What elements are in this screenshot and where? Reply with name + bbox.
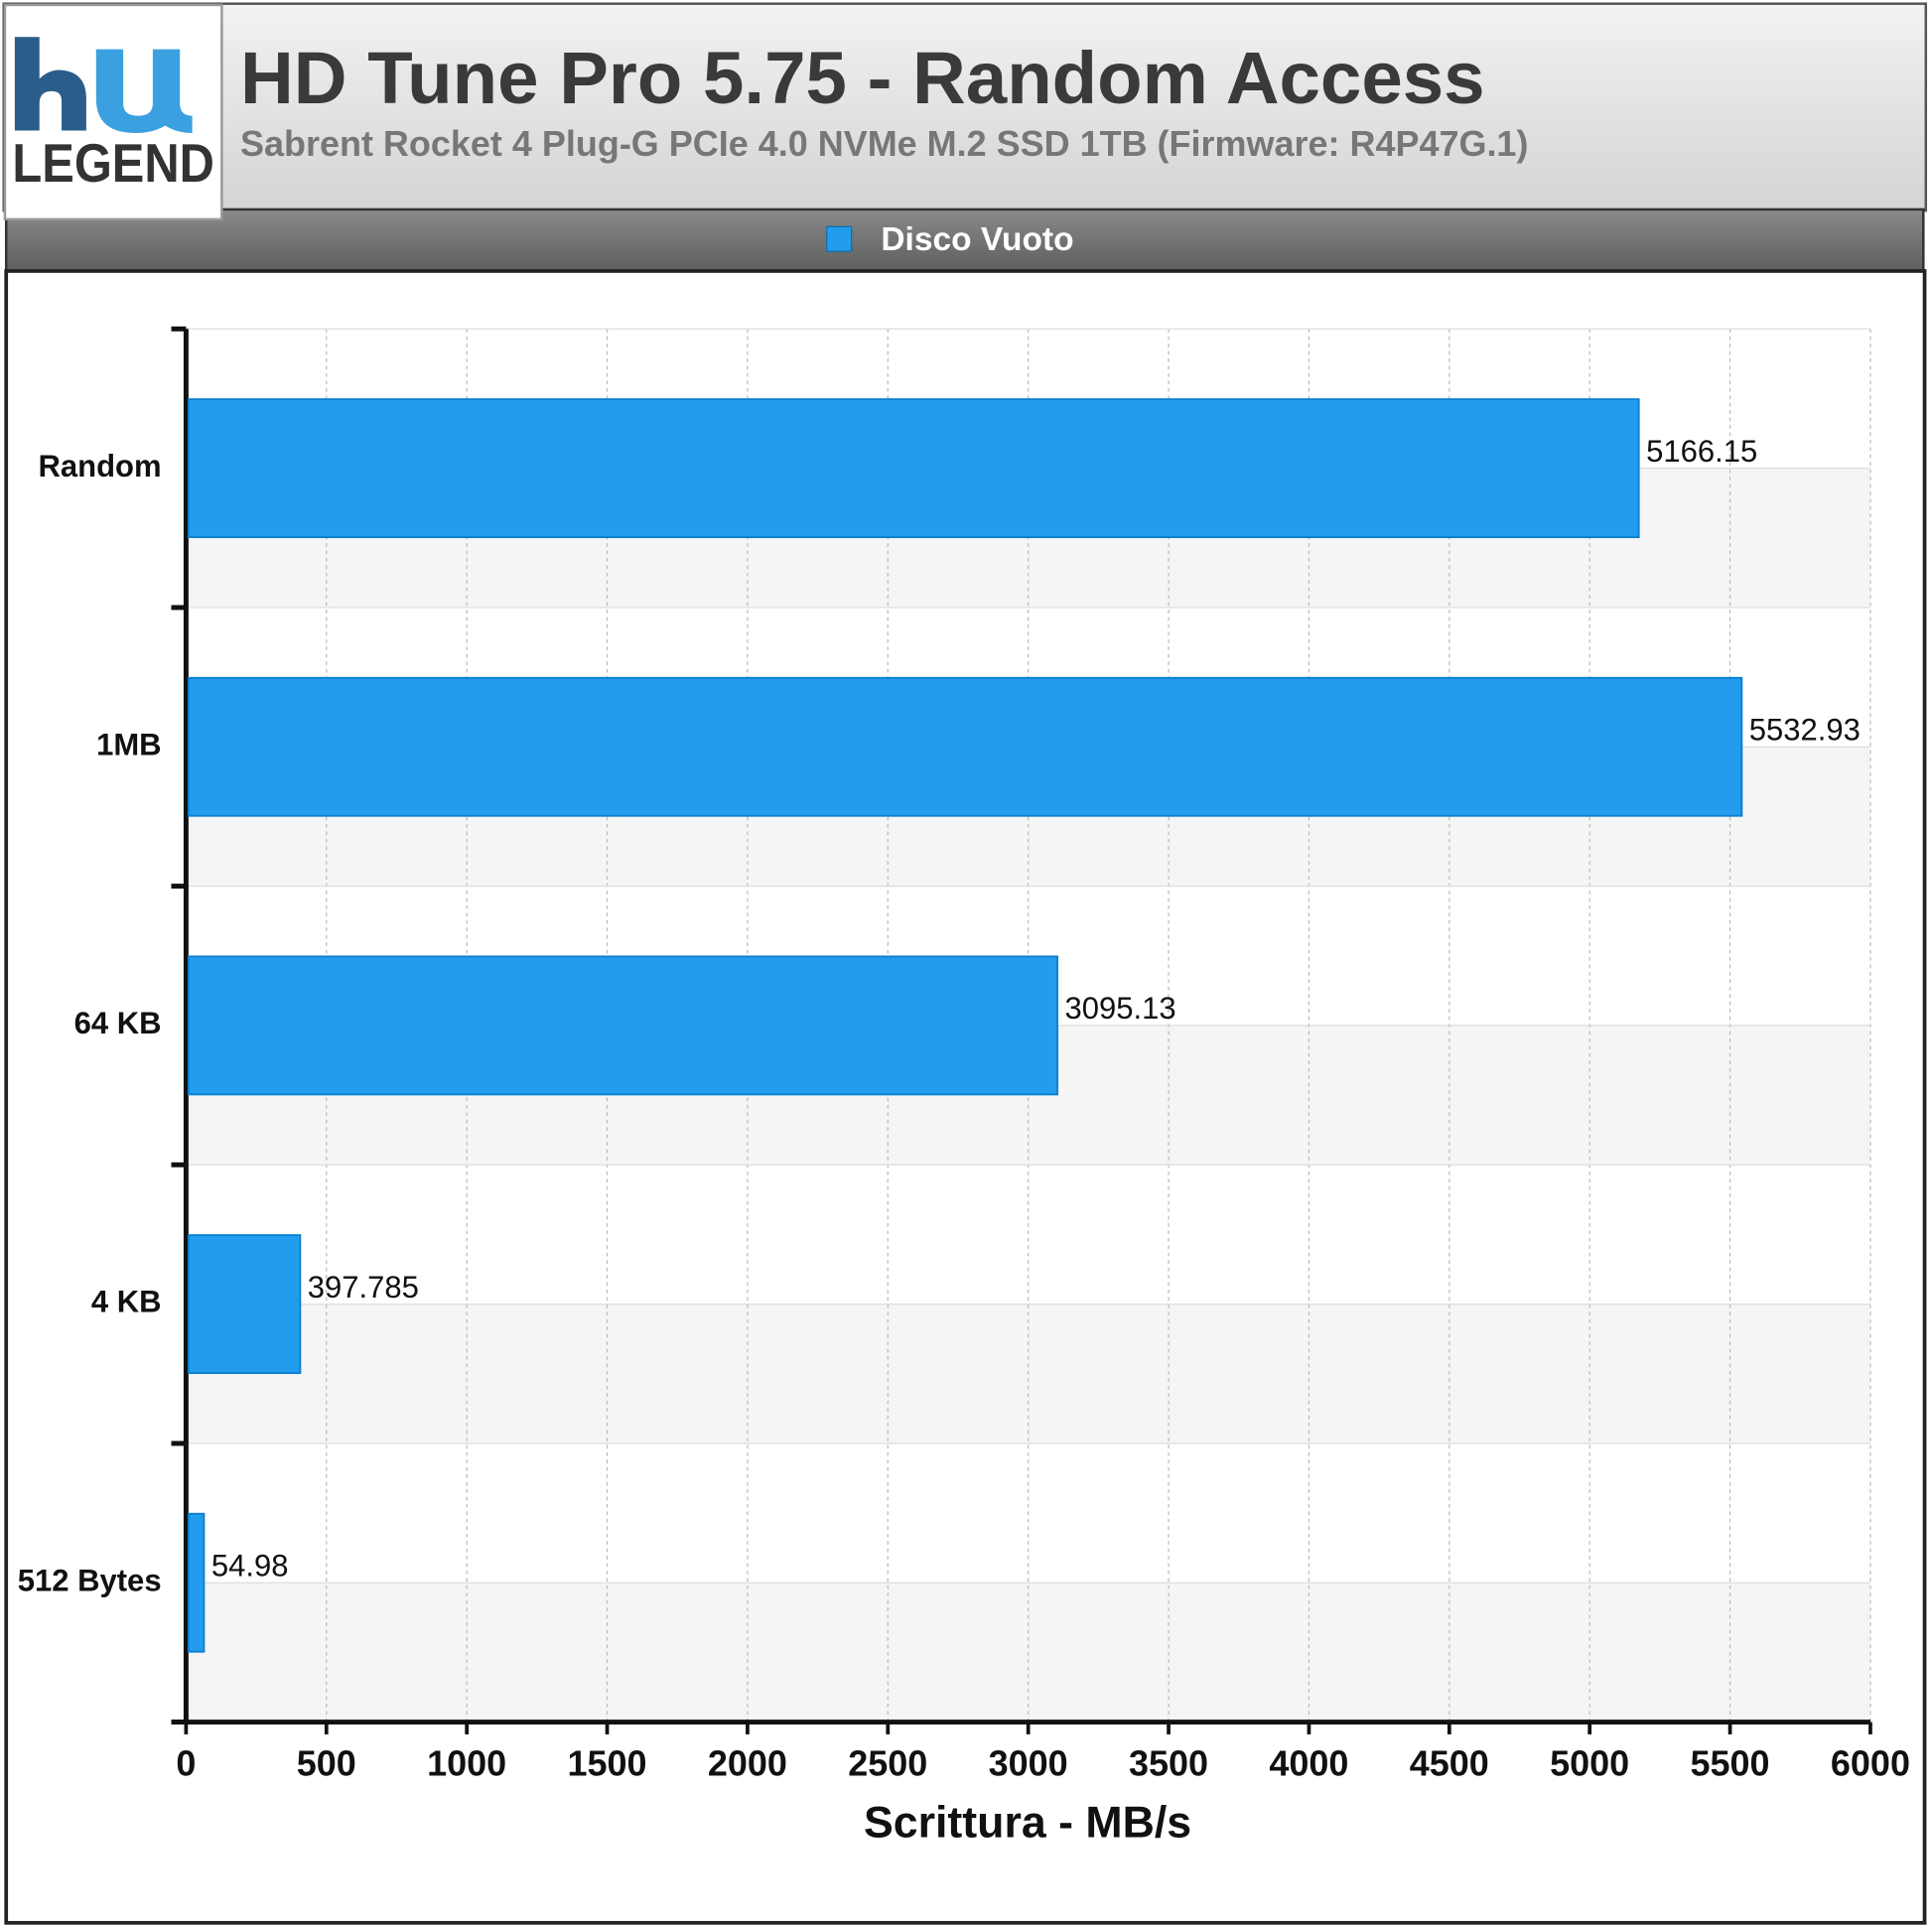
y-tick-label: 1MB — [96, 727, 161, 761]
y-tick-label: 512 Bytes — [18, 1563, 162, 1597]
bar — [187, 1234, 302, 1374]
y-tick-label: 4 KB — [91, 1285, 162, 1319]
x-tick-label: 2500 — [848, 1743, 927, 1784]
value-label: 3095.13 — [1065, 991, 1176, 1026]
x-tick-label: 5500 — [1691, 1743, 1770, 1784]
value-label: 397.785 — [308, 1270, 419, 1305]
y-tick-label: Random — [38, 449, 161, 483]
logo-w — [95, 49, 193, 133]
x-tick-label: 1000 — [427, 1743, 506, 1784]
x-tick-label: 2000 — [708, 1743, 787, 1784]
x-tick-label: 4000 — [1269, 1743, 1348, 1784]
logo: LEGEND — [3, 3, 223, 221]
x-tick-label: 3500 — [1129, 1743, 1208, 1784]
bar — [187, 1512, 206, 1653]
value-label: 5166.15 — [1646, 434, 1757, 469]
x-tick-label: 5000 — [1550, 1743, 1629, 1784]
x-axis-title: Scrittura - MB/s — [864, 1799, 1191, 1848]
legend-bar — [4, 207, 1925, 273]
chart-subtitle: Sabrent Rocket 4 Plug-G PCIe 4.0 NVMe M.… — [240, 123, 1528, 164]
legend-label: Disco Vuoto — [881, 221, 1073, 258]
chart-title: HD Tune Pro 5.75 - Random Access — [240, 37, 1485, 119]
logo-text: LEGEND — [12, 133, 214, 194]
y-tick-label: 64 KB — [74, 1006, 162, 1040]
value-label: 54.98 — [211, 1549, 289, 1584]
legend-swatch — [826, 225, 853, 252]
bar — [187, 676, 1743, 817]
x-tick-label: 1500 — [568, 1743, 647, 1784]
bar — [187, 955, 1058, 1096]
x-tick-label: 500 — [297, 1743, 356, 1784]
x-tick-label: 6000 — [1831, 1743, 1910, 1784]
x-tick-label: 4500 — [1410, 1743, 1489, 1784]
x-tick-label: 3000 — [989, 1743, 1068, 1784]
logo-h — [14, 37, 86, 131]
header — [2, 2, 1928, 212]
x-tick-label: 0 — [176, 1743, 196, 1784]
value-label: 5532.93 — [1749, 713, 1861, 748]
bar — [187, 398, 1640, 539]
